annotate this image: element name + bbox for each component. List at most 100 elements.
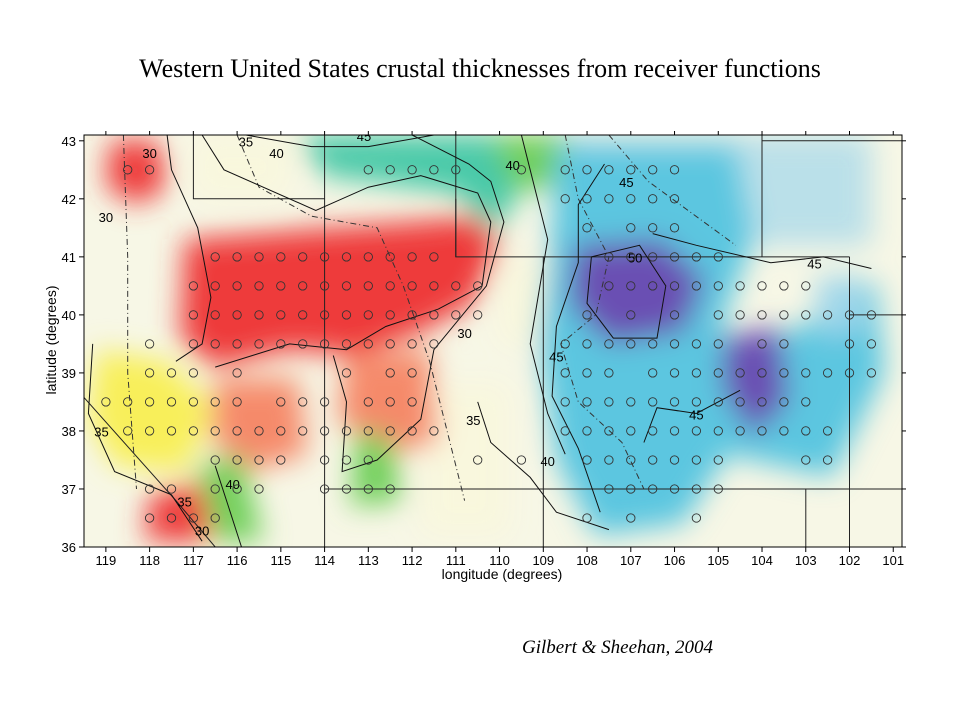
station-marker [713, 252, 723, 262]
station-marker [123, 165, 133, 175]
station-marker [626, 165, 636, 175]
contour-label: 40 [269, 146, 283, 161]
heat-wash [193, 135, 290, 199]
station-marker [166, 484, 177, 494]
station-marker [669, 310, 680, 320]
y-tick-label: 40 [62, 308, 76, 323]
contour-line [643, 389, 741, 443]
station-marker [604, 397, 614, 407]
station-marker [648, 165, 658, 175]
station-marker [669, 397, 680, 407]
station-marker [385, 281, 395, 291]
station-marker [604, 281, 614, 291]
contour-label: 45 [689, 407, 703, 422]
station-marker [626, 310, 636, 320]
station-marker [713, 484, 723, 494]
heat-blob [145, 483, 211, 542]
station-marker [385, 368, 395, 378]
station-marker [210, 426, 220, 436]
station-marker [648, 397, 658, 407]
station-marker [210, 252, 220, 262]
station-marker [801, 455, 811, 465]
station-marker [319, 484, 330, 494]
x-tick-label: 118 [139, 553, 160, 568]
province-boundary [608, 135, 737, 246]
heat-blob [105, 140, 168, 205]
station-marker [385, 252, 395, 262]
heat-blob [337, 349, 439, 455]
station-marker [757, 397, 767, 407]
station-marker [319, 310, 330, 320]
station-marker [779, 426, 789, 436]
station-marker [298, 310, 308, 320]
station-marker [254, 426, 264, 436]
y-axis-ticks: 43 42 41 40 39 38 37 36 [62, 134, 906, 555]
station-marker [232, 310, 242, 320]
station-marker [385, 165, 395, 175]
x-tick-label: 116 [227, 553, 248, 568]
station-marker [276, 397, 286, 407]
station-marker [757, 368, 767, 378]
station-marker [648, 194, 658, 204]
station-marker [801, 310, 811, 320]
station-marker [407, 397, 417, 407]
heat-blob [814, 274, 867, 339]
contour-line [245, 135, 434, 148]
x-tick-label: 109 [532, 553, 554, 568]
station-marker [407, 310, 417, 320]
station-marker [757, 281, 767, 291]
station-marker [144, 484, 155, 494]
station-marker [429, 165, 439, 175]
station-marker [254, 281, 264, 291]
heat-wash [762, 135, 872, 246]
x-tick-label: 106 [664, 553, 686, 568]
station-marker [319, 426, 330, 436]
station-marker [166, 513, 177, 523]
contour-label: 40 [225, 477, 239, 492]
station-marker [276, 281, 286, 291]
station-marker [669, 455, 680, 465]
contour-label: 40 [505, 158, 519, 173]
station-marker [144, 397, 155, 407]
station-marker [582, 310, 592, 320]
station-marker [123, 397, 133, 407]
station-marker [319, 455, 330, 465]
station-marker [669, 426, 680, 436]
station-marker [363, 252, 373, 262]
station-marker [844, 339, 855, 349]
station-marker [844, 310, 855, 320]
station-marker [822, 426, 833, 436]
contour-line [166, 135, 212, 362]
x-tick-label: 107 [620, 553, 642, 568]
station-marker [363, 310, 373, 320]
station-marker [473, 281, 483, 291]
station-marker [407, 339, 417, 349]
station-marker [582, 397, 592, 407]
station-marker [779, 281, 789, 291]
station-marker [516, 455, 527, 465]
station-marker [101, 397, 111, 407]
station-marker [669, 194, 680, 204]
station-marker [735, 281, 745, 291]
station-marker [604, 484, 614, 494]
station-marker [735, 368, 745, 378]
station-marker [648, 368, 658, 378]
station-marker [232, 426, 242, 436]
station-marker [560, 194, 570, 204]
station-marker [779, 368, 789, 378]
heat-blob [210, 378, 308, 472]
x-tick-label: 114 [314, 553, 335, 568]
station-marker [648, 455, 658, 465]
station-marker [451, 165, 461, 175]
contour-line [586, 244, 667, 339]
plot-frame [83, 134, 903, 548]
station-marker [210, 513, 220, 523]
contour-label: 30 [457, 326, 471, 341]
x-tick-label: 111 [446, 553, 466, 568]
station-marker [648, 339, 658, 349]
heatmap-blobs [88, 135, 885, 542]
x-tick-label: 110 [489, 553, 510, 568]
contour-line [520, 135, 566, 455]
station-marker [319, 397, 330, 407]
